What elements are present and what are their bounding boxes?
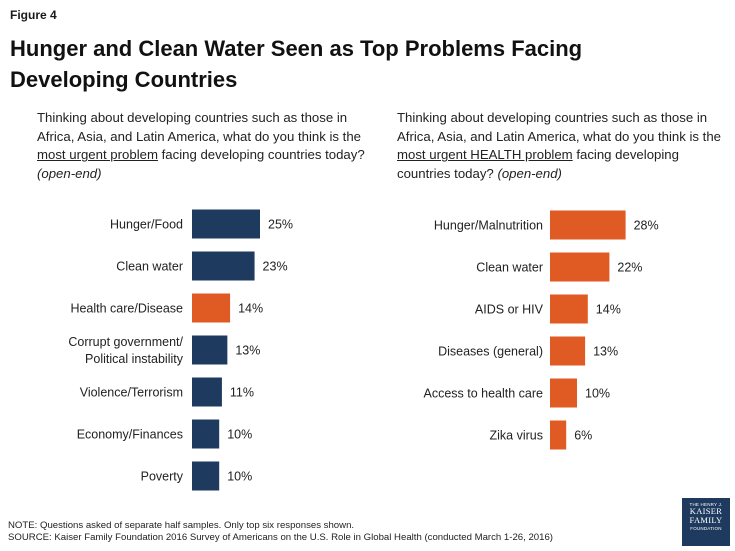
note-line: NOTE: Questions asked of separate half s… — [8, 520, 355, 531]
right-bar-5 — [550, 420, 567, 450]
left-bar-value-5: 10% — [227, 428, 252, 442]
left-bar-3 — [192, 335, 228, 365]
chart-title: Hunger and Clean Water Seen as Top Probl… — [10, 36, 583, 92]
left-bar-value-6: 10% — [227, 470, 252, 484]
left-category-label-1: Clean water — [116, 260, 183, 274]
right-bar-0 — [550, 210, 626, 240]
right-category-label-2: AIDS or HIV — [475, 303, 544, 317]
figure-label: Figure 4 — [10, 8, 57, 22]
left-question-text-end: facing developing countries today? — [157, 147, 365, 163]
left-bar-value-4: 11% — [230, 386, 254, 400]
right-bar-2 — [550, 294, 588, 324]
left-bar-value-1: 23% — [263, 260, 288, 274]
logo-top-text: THE HENRY J. — [689, 502, 723, 507]
right-question-text: Thinking about developing countries such… — [397, 110, 722, 144]
left-question-suffix: (open-end) — [37, 166, 102, 182]
logo-family-text: FAMILY — [689, 515, 723, 525]
left-category-label-6: Poverty — [141, 470, 184, 484]
left-category-label-0: Hunger/Food — [110, 218, 183, 232]
right-bar-value-3: 13% — [593, 345, 618, 359]
left-bar-0 — [192, 209, 260, 239]
left-category-label-3-line-0: Corrupt government/ — [68, 335, 183, 349]
logo-kaiser-text: KAISER — [689, 506, 723, 516]
left-bar-1 — [192, 251, 255, 281]
right-bar-value-2: 14% — [596, 303, 621, 317]
right-question: Thinking about developing countries such… — [397, 109, 727, 184]
right-bar-value-1: 22% — [617, 261, 642, 275]
right-bar-value-4: 10% — [585, 387, 610, 401]
right-bar-3 — [550, 336, 586, 366]
logo-foundation-text: FOUNDATION — [690, 526, 722, 531]
source-line: SOURCE: Kaiser Family Foundation 2016 Su… — [8, 532, 553, 543]
left-category-label-4: Violence/Terrorism — [80, 386, 183, 400]
left-bar-2 — [192, 293, 231, 323]
right-category-label-5: Zika virus — [490, 429, 543, 443]
right-category-label-1: Clean water — [476, 261, 543, 275]
right-bar-4 — [550, 378, 577, 408]
right-category-label-0: Hunger/Malnutrition — [434, 219, 543, 233]
right-question-emphasis: most urgent HEALTH problem — [397, 147, 573, 163]
kff-logo: THE HENRY J. KAISER FAMILY FOUNDATION — [682, 498, 730, 546]
left-bar-4 — [192, 377, 222, 407]
right-bar-1 — [550, 252, 610, 282]
left-bar-6 — [192, 461, 220, 491]
left-bar-value-3: 13% — [235, 344, 260, 358]
left-question-emphasis: most urgent problem — [37, 147, 158, 163]
right-question-text-end: facing developing countries today? — [397, 147, 679, 182]
left-bar-5 — [192, 419, 220, 449]
left-category-label-2: Health care/Disease — [70, 302, 183, 316]
left-question: Thinking about developing countries such… — [37, 109, 367, 184]
left-bar-value-2: 14% — [238, 302, 263, 316]
left-question-text: Thinking about developing countries such… — [37, 110, 362, 144]
right-category-label-3: Diseases (general) — [438, 345, 543, 359]
left-bar-value-0: 25% — [268, 218, 293, 232]
right-category-label-4: Access to health care — [423, 387, 543, 401]
footnotes: NOTE: Questions asked of separate half s… — [8, 520, 668, 544]
right-bar-value-0: 28% — [634, 219, 659, 233]
left-category-label-5: Economy/Finances — [77, 428, 183, 442]
left-category-label-3-line-1: Political instability — [85, 352, 184, 366]
right-question-suffix: (open-end) — [497, 166, 562, 182]
right-bar-value-5: 6% — [574, 429, 592, 443]
